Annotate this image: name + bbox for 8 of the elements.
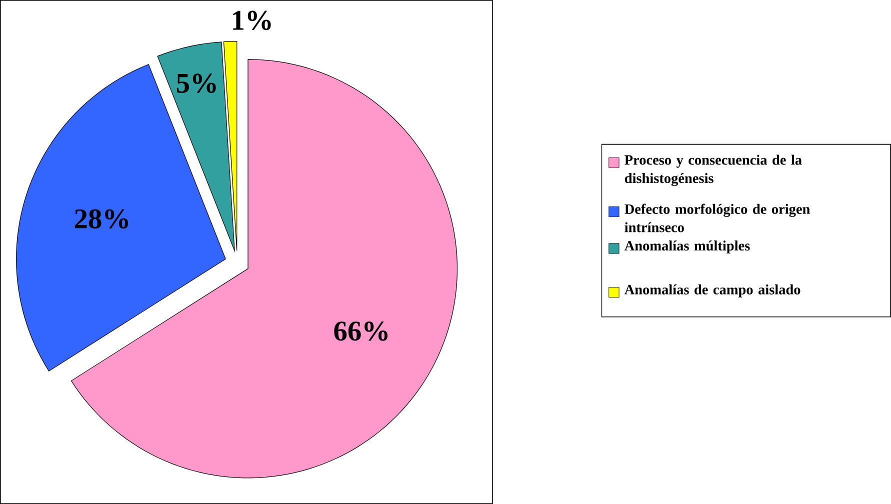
legend-label: Anomalías múltiples	[624, 240, 750, 254]
data-label: 66%	[334, 321, 388, 341]
legend-label: Proceso y consecuencia de la dishistogénesis	[624, 154, 802, 186]
data-label: 28%	[74, 209, 128, 229]
data-label: 1%	[233, 10, 271, 30]
legend-label: Anomalías de campo aislado	[624, 284, 800, 298]
legend-label: Defecto morfológico de origen intrínseco	[624, 204, 810, 232]
data-label: 5%	[176, 74, 216, 93]
